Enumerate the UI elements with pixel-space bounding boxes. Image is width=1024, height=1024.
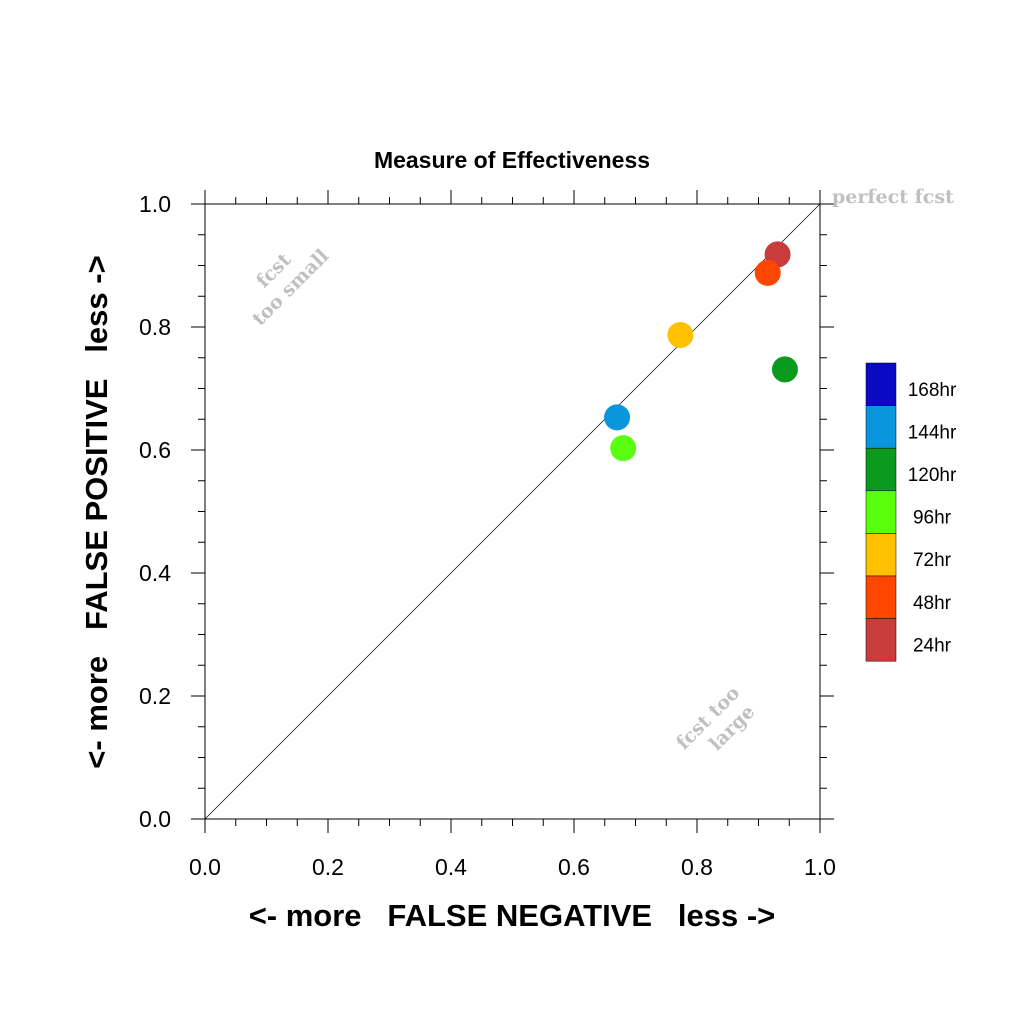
legend-label: 48hr [913,593,952,614]
legend: 168hr 144hr 120hr 96hr 72hr 48hr 24hr [865,362,957,662]
data-point-48hr [754,259,781,286]
chart-title: Measure of Effectiveness [374,147,650,173]
annotation-too-large: fcst too large [672,682,759,755]
legend-swatch-168hr [865,362,897,406]
data-points [604,241,798,462]
data-point-120hr [771,356,798,383]
legend-swatch-72hr [865,533,897,577]
data-point-72hr [667,321,694,348]
y-tick-label: 0.2 [139,683,171,709]
legend-swatch-48hr [865,575,897,619]
legend-label: 24hr [913,635,952,656]
legend-swatch-24hr [865,618,897,662]
x-tick-label: 0.4 [435,854,467,880]
legend-label: 144hr [908,422,957,443]
x-tick-label: 0.6 [558,854,590,880]
data-point-144hr [604,404,631,431]
y-tick-label: 0.6 [139,437,171,463]
annotation-perfect-fcst: perfect fcst [832,186,954,208]
legend-label: 168hr [908,380,957,401]
x-tick-label: 0.8 [681,854,713,880]
y-tick-label: 0.0 [139,806,171,832]
axis-tick-labels: 0.0 0.2 0.4 0.6 0.8 1.0 0.0 0.2 0.4 0.6 0.8 1.0 [139,191,836,880]
axis-ticks [191,190,834,833]
perfect-forecast-line [204,203,821,820]
legend-label: 120hr [908,465,957,486]
x-tick-label: 1.0 [804,854,836,880]
y-axis-label: <- more FALSE POSITIVE less -> [79,255,114,768]
annotation-too-small: fcst too small [248,245,333,330]
legend-swatch-96hr [865,490,897,534]
x-tick-label: 0.2 [312,854,344,880]
y-tick-label: 1.0 [139,191,171,217]
legend-swatch-120hr [865,447,897,492]
x-tick-label: 0.0 [189,854,221,880]
legend-swatch-144hr [865,405,897,449]
annotation-too-small-line2: too small [248,245,333,330]
legend-label: 96hr [913,508,952,529]
y-tick-label: 0.8 [139,314,171,340]
legend-label: 72hr [913,550,952,571]
y-tick-label: 0.4 [139,560,171,586]
x-axis-label: <- more FALSE NEGATIVE less -> [249,898,776,933]
data-point-96hr [610,435,637,462]
